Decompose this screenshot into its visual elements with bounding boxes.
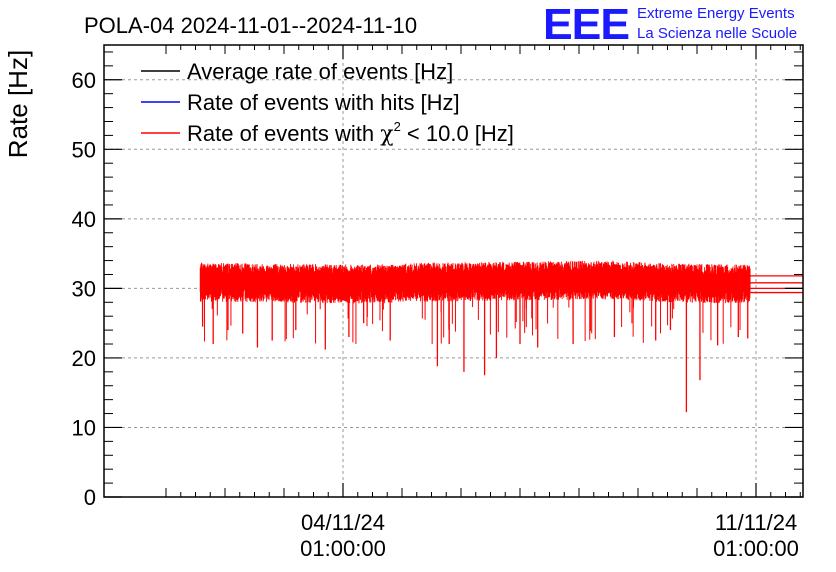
y-tick-label: 60 <box>72 68 96 93</box>
chart-title: POLA-04 2024-11-01--2024-11-10 <box>84 13 417 38</box>
x-tick-date-label: 11/11/24 <box>715 510 797 535</box>
y-tick-label: 20 <box>72 346 96 371</box>
y-ticks: 0 10 20 30 40 50 60 <box>72 51 803 510</box>
y-tick-label: 40 <box>72 207 96 232</box>
y-tick-label: 0 <box>84 485 96 510</box>
logo-line1: Extreme Energy Events <box>637 5 795 22</box>
logo-line2: La Scienza nelle Scuole <box>637 25 797 42</box>
legend-label-chi2-suffix: < 10.0 [Hz] <box>401 121 514 146</box>
logo-mark: EEE <box>543 0 629 49</box>
data-layer <box>199 260 803 413</box>
legend-label-chi-symbol: χ <box>380 122 393 147</box>
legend-label-average: Average rate of events [Hz] <box>187 59 453 84</box>
legend-label-chi-superscript: 2 <box>394 119 401 134</box>
plot-frame <box>103 44 804 498</box>
x-tick-date-label: 04/11/24 <box>301 510 385 535</box>
series-chi2-band <box>199 260 751 304</box>
legend-label-chi2: Rate of events with χ2 < 10.0 [Hz] <box>187 119 514 147</box>
legend-label-hits: Rate of events with hits [Hz] <box>187 90 460 115</box>
legend: Average rate of events [Hz] Rate of even… <box>141 59 514 147</box>
y-tick-label: 30 <box>72 276 96 301</box>
x-tick-time-label: 01:00:00 <box>300 536 386 561</box>
eee-logo: EEE Extreme Energy Events La Scienza nel… <box>543 0 797 49</box>
y-tick-label: 50 <box>72 137 96 162</box>
y-tick-label: 10 <box>72 415 96 440</box>
y-axis-label: Rate [Hz] <box>3 50 33 158</box>
x-tick-time-label: 01:00:00 <box>713 536 799 561</box>
legend-label-chi2-prefix: Rate of events with <box>187 121 380 146</box>
